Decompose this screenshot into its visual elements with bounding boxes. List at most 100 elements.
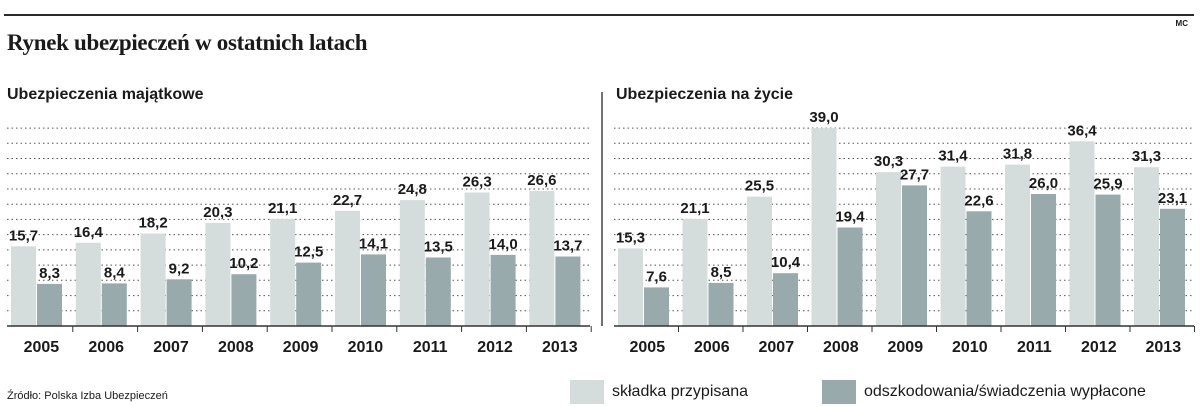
bar-life-odszkodowania-2009 bbox=[902, 185, 927, 326]
bar-property-skladka-2005 bbox=[11, 246, 36, 326]
tick-label-property-2006: 2006 bbox=[88, 339, 124, 356]
chart-title: Rynek ubezpieczeń w ostatnich latach bbox=[7, 30, 368, 55]
panel-title-life: Ubezpieczenia na życie bbox=[616, 86, 793, 103]
tick-label-life-2009: 2009 bbox=[888, 339, 924, 356]
bar-property-odszkodowania-2012 bbox=[490, 254, 516, 326]
bar-property-skladka-2007 bbox=[140, 233, 166, 326]
data-label-property-odszkodowania-2009: 12,5 bbox=[294, 244, 323, 261]
bar-property-odszkodowania-2005 bbox=[37, 283, 62, 326]
data-label-property-odszkodowania-2010: 14,1 bbox=[359, 235, 388, 252]
bar-property-odszkodowania-2011 bbox=[425, 257, 451, 326]
bar-property-odszkodowania-2013 bbox=[555, 256, 581, 326]
tick-label-life-2010: 2010 bbox=[952, 339, 988, 356]
tick-label-property-2012: 2012 bbox=[477, 339, 513, 356]
data-label-property-skladka-2011: 24,8 bbox=[398, 181, 427, 198]
tick-label-property-2013: 2013 bbox=[542, 339, 578, 356]
data-label-life-odszkodowania-2006: 8,5 bbox=[711, 264, 732, 281]
data-label-property-odszkodowania-2011: 13,5 bbox=[424, 239, 453, 256]
data-label-life-skladka-2006: 21,1 bbox=[680, 200, 709, 217]
data-label-property-odszkodowania-2008: 10,2 bbox=[229, 255, 258, 272]
data-label-life-skladka-2005: 15,3 bbox=[616, 229, 645, 246]
data-label-life-odszkodowania-2007: 10,4 bbox=[771, 254, 801, 271]
bar-life-odszkodowania-2013 bbox=[1160, 208, 1185, 326]
data-label-property-skladka-2008: 20,3 bbox=[203, 204, 232, 221]
bar-property-skladka-2011 bbox=[399, 200, 425, 326]
data-label-property-skladka-2005: 15,7 bbox=[9, 227, 38, 244]
bar-life-skladka-2010 bbox=[940, 166, 966, 326]
data-label-life-odszkodowania-2009: 27,7 bbox=[900, 166, 929, 183]
bar-life-odszkodowania-2005 bbox=[644, 287, 669, 326]
bar-life-skladka-2013 bbox=[1134, 167, 1159, 326]
data-label-life-skladka-2007: 25,5 bbox=[745, 178, 774, 195]
bar-life-odszkodowania-2006 bbox=[708, 282, 734, 326]
bar-life-skladka-2008 bbox=[811, 128, 837, 326]
data-label-property-odszkodowania-2013: 13,7 bbox=[553, 238, 582, 255]
legend-item-dark: odszkodowania/świadczenia wypłacone bbox=[822, 380, 1146, 404]
panel-title-property: Ubezpieczenia majątkowe bbox=[7, 86, 204, 103]
bar-life-skladka-2006 bbox=[682, 218, 708, 326]
data-label-life-skladka-2013: 31,3 bbox=[1132, 148, 1161, 165]
data-label-life-skladka-2008: 39,0 bbox=[809, 109, 838, 126]
credit-mark: MC bbox=[1175, 19, 1188, 28]
data-label-life-skladka-2011: 31,8 bbox=[1003, 146, 1032, 163]
legend-swatch-light bbox=[570, 380, 604, 404]
data-label-life-odszkodowania-2008: 19,4 bbox=[835, 209, 865, 226]
bar-life-skladka-2011 bbox=[1005, 164, 1030, 326]
data-label-property-skladka-2010: 22,7 bbox=[333, 192, 362, 209]
tick-label-property-2011: 2011 bbox=[413, 339, 448, 356]
data-label-property-skladka-2009: 21,1 bbox=[268, 200, 297, 217]
tick-label-property-2010: 2010 bbox=[348, 339, 384, 356]
bar-life-odszkodowania-2008 bbox=[837, 227, 863, 326]
data-label-property-odszkodowania-2005: 8,3 bbox=[39, 265, 60, 282]
tick-label-life-2012: 2012 bbox=[1081, 339, 1117, 356]
data-label-life-skladka-2009: 30,3 bbox=[874, 153, 903, 170]
tick-label-life-2007: 2007 bbox=[759, 339, 795, 356]
bar-property-odszkodowania-2010 bbox=[361, 254, 386, 326]
data-label-property-odszkodowania-2007: 9,2 bbox=[169, 260, 190, 277]
legend-item-light: składka przypisana bbox=[570, 380, 748, 404]
bar-property-odszkodowania-2007 bbox=[166, 279, 192, 326]
data-label-life-skladka-2010: 31,4 bbox=[938, 148, 968, 165]
bar-property-skladka-2008 bbox=[205, 223, 231, 326]
data-label-property-skladka-2013: 26,6 bbox=[527, 172, 556, 189]
bar-property-skladka-2010 bbox=[335, 210, 360, 326]
data-label-life-odszkodowania-2005: 7,6 bbox=[646, 268, 667, 285]
bar-life-odszkodowania-2010 bbox=[966, 211, 992, 326]
bar-life-odszkodowania-2011 bbox=[1031, 194, 1056, 326]
bar-property-odszkodowania-2009 bbox=[296, 262, 322, 326]
data-label-life-odszkodowania-2013: 23,1 bbox=[1158, 190, 1187, 207]
legend-label-dark: odszkodowania/świadczenia wypłacone bbox=[864, 383, 1146, 400]
tick-label-life-2008: 2008 bbox=[823, 339, 859, 356]
bar-life-skladka-2007 bbox=[747, 196, 772, 326]
bar-property-odszkodowania-2006 bbox=[101, 283, 127, 326]
bar-property-skladka-2012 bbox=[464, 192, 490, 326]
bar-property-skladka-2006 bbox=[75, 242, 101, 326]
bar-property-skladka-2013 bbox=[529, 191, 555, 326]
bar-life-skladka-2012 bbox=[1069, 141, 1095, 326]
tick-label-life-2005: 2005 bbox=[630, 339, 666, 356]
bar-property-skladka-2009 bbox=[270, 218, 296, 326]
tick-label-property-2009: 2009 bbox=[283, 339, 319, 356]
tick-label-life-2006: 2006 bbox=[694, 339, 730, 356]
data-label-life-odszkodowania-2010: 22,6 bbox=[964, 192, 993, 209]
legend-label-light: składka przypisana bbox=[612, 383, 749, 400]
data-label-life-odszkodowania-2012: 25,9 bbox=[1093, 176, 1122, 193]
source-note: Źródło: Polska Izba Ubezpieczeń bbox=[7, 390, 168, 402]
tick-label-life-2013: 2013 bbox=[1146, 339, 1182, 356]
bar-life-skladka-2009 bbox=[876, 172, 901, 326]
legend-swatch-dark bbox=[822, 380, 856, 404]
data-label-property-skladka-2007: 18,2 bbox=[138, 215, 167, 232]
bar-property-odszkodowania-2008 bbox=[231, 274, 257, 326]
data-label-life-odszkodowania-2011: 26,0 bbox=[1029, 175, 1058, 192]
tick-label-property-2005: 2005 bbox=[24, 339, 60, 356]
tick-label-life-2011: 2011 bbox=[1017, 339, 1052, 356]
data-label-life-skladka-2012: 36,4 bbox=[1067, 122, 1097, 139]
bar-life-odszkodowania-2012 bbox=[1095, 194, 1121, 326]
tick-label-property-2008: 2008 bbox=[218, 339, 254, 356]
data-label-property-skladka-2006: 16,4 bbox=[74, 224, 104, 241]
tick-label-property-2007: 2007 bbox=[153, 339, 189, 356]
top-rule bbox=[4, 14, 1194, 16]
data-label-property-odszkodowania-2006: 8,4 bbox=[104, 264, 126, 281]
data-label-property-skladka-2012: 26,3 bbox=[462, 174, 491, 191]
